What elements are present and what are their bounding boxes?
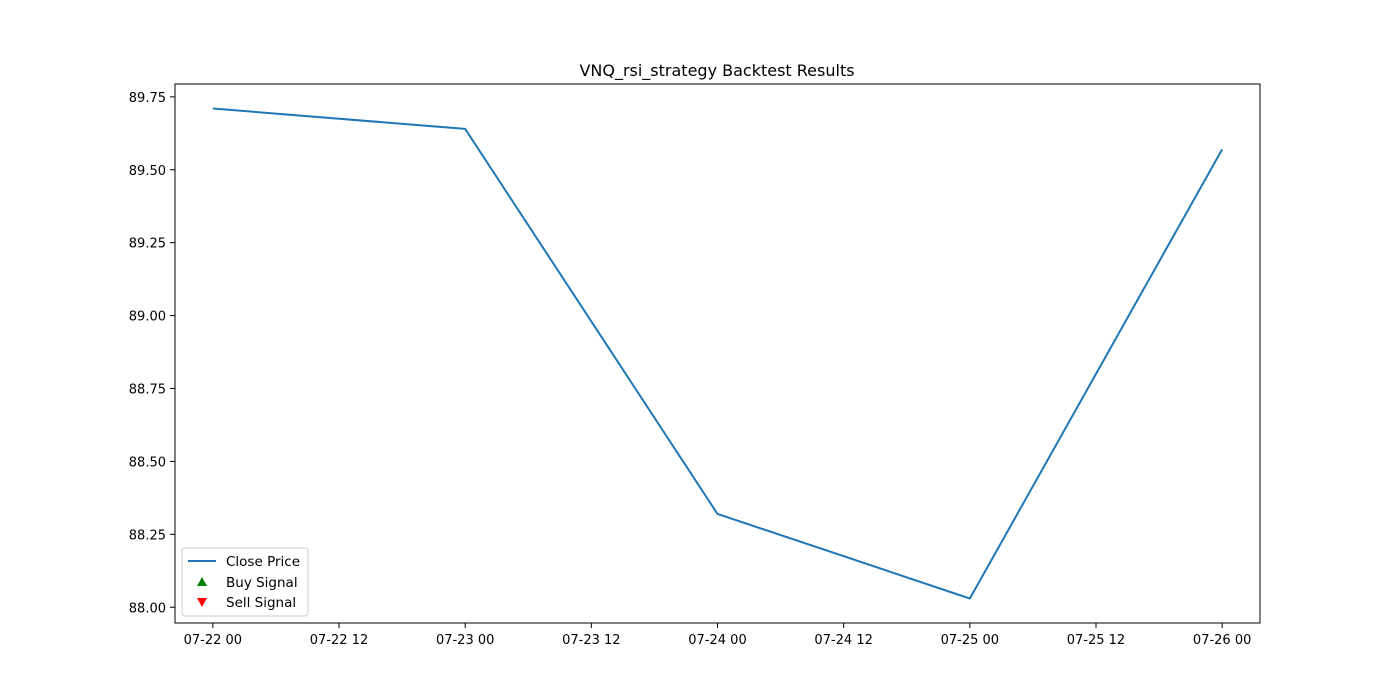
x-tick-label: 07-22 00 <box>184 633 242 648</box>
legend-box <box>181 547 309 617</box>
chart-title: VNQ_rsi_strategy Backtest Results <box>579 61 854 81</box>
legend-buy-signal-marker <box>197 577 207 586</box>
legend-sell-signal-marker <box>197 598 207 607</box>
x-tick-label: 07-24 00 <box>688 633 746 648</box>
y-tick-label: 88.25 <box>129 528 166 543</box>
x-tick-label: 07-25 12 <box>1067 633 1125 648</box>
legend-close-price-label: Close Price <box>226 554 300 570</box>
y-tick-label: 89.50 <box>129 164 166 179</box>
y-tick-label: 88.75 <box>129 383 166 398</box>
axes-layer: 07-22 00 07-22 12 07-23 00 07-23 12 07-24 00… <box>129 91 1252 648</box>
y-tick-label: 88.00 <box>129 601 166 616</box>
x-tick-label: 07-23 00 <box>436 633 494 648</box>
x-tick-label: 07-25 00 <box>941 633 999 648</box>
series-layer <box>212 107 1224 600</box>
close-price-line <box>212 107 1224 600</box>
legend: Close Price Buy Signal Sell Signal <box>181 547 309 617</box>
legend-sell-signal-label: Sell Signal <box>226 595 296 611</box>
x-tick-label: 07-24 12 <box>814 633 872 648</box>
plot-frame <box>174 83 1261 624</box>
y-tick-label: 89.75 <box>129 91 166 106</box>
x-tick-label: 07-23 12 <box>562 633 620 648</box>
y-tick-label: 88.50 <box>129 455 166 470</box>
y-tick-label: 89.25 <box>129 237 166 252</box>
x-tick-label: 07-22 12 <box>310 633 368 648</box>
legend-buy-signal-label: Buy Signal <box>226 575 298 591</box>
y-tick-label: 89.00 <box>129 310 166 325</box>
x-tick-label: 07-26 00 <box>1193 633 1251 648</box>
